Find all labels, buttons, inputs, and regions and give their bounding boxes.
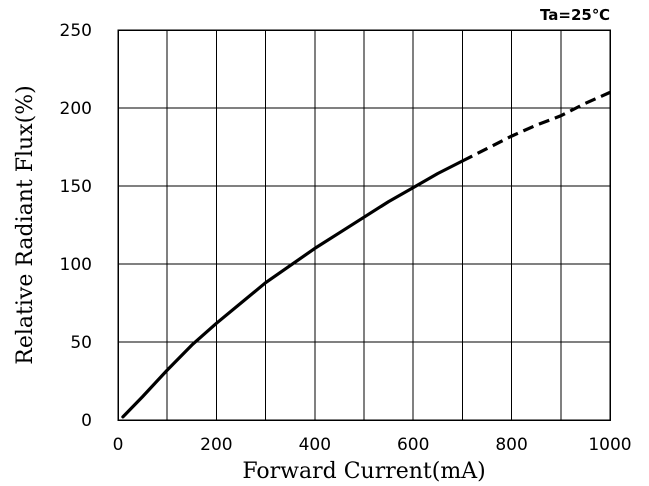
- x-tick-label: 200: [200, 435, 232, 455]
- temperature-condition-label: Ta=25℃: [540, 6, 610, 24]
- y-tick-label: 250: [60, 21, 92, 41]
- x-tick-label: 1000: [588, 435, 631, 455]
- series-layer: [121, 90, 611, 419]
- x-axis-label: Forward Current(mA): [242, 459, 485, 484]
- x-tick-labels: 0 200 400 600 800 1000: [113, 435, 632, 455]
- x-tick-label: 0: [113, 435, 124, 455]
- y-axis-label: Relative Radiant Flux(%): [13, 85, 38, 364]
- grid-lines: [118, 30, 610, 420]
- x-tick-label: 400: [299, 435, 331, 455]
- y-tick-label: 200: [60, 99, 92, 119]
- y-tick-label: 150: [60, 177, 92, 197]
- plot-frame: [117, 29, 611, 421]
- y-tick-label: 100: [60, 255, 92, 275]
- series-line-dashed: [461, 90, 611, 163]
- y-tick-label: 50: [70, 333, 92, 353]
- x-tick-label: 600: [397, 435, 429, 455]
- x-tick-label: 800: [495, 435, 527, 455]
- y-tick-label: 0: [81, 411, 92, 431]
- y-tick-labels: 0 50 100 150 200 250: [60, 21, 92, 431]
- series-line-solid: [121, 159, 464, 419]
